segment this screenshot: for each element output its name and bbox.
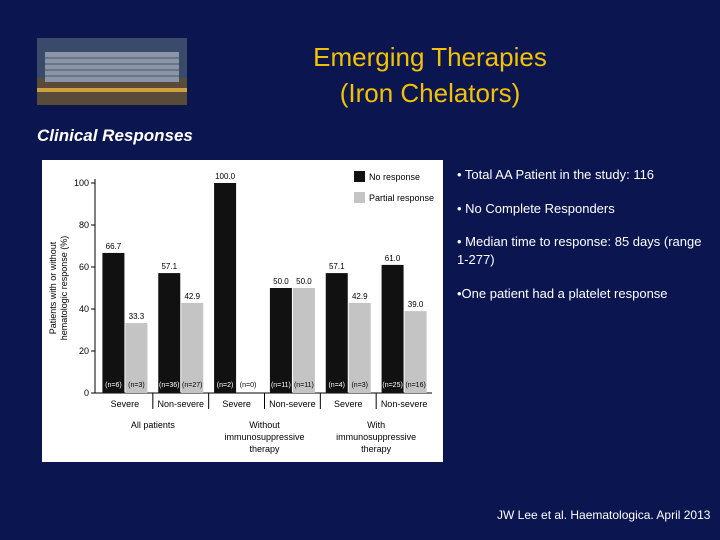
x-tick-label: Non-severe — [381, 399, 428, 409]
bar — [158, 273, 181, 393]
bullet: •One patient had a platelet response — [457, 286, 668, 301]
group-label: immunosuppressive — [224, 432, 304, 442]
legend-label: No response — [369, 172, 420, 182]
value-label: 50.0 — [296, 277, 312, 286]
legend-label: Partial response — [369, 193, 434, 203]
bar — [102, 252, 125, 393]
bar — [348, 302, 371, 393]
bullet: • Total AA Patient in the study: 116 — [457, 167, 655, 182]
value-label: 42.9 — [184, 292, 200, 301]
x-tick-label: Severe — [222, 399, 251, 409]
group-label: therapy — [249, 444, 280, 454]
y-tick-label: 80 — [79, 220, 89, 230]
group-label: With — [367, 420, 385, 430]
n-label: (n=11) — [294, 382, 314, 389]
n-label: (n=2) — [217, 382, 234, 389]
bar — [214, 183, 237, 393]
bullet: • No Complete Responders — [457, 201, 615, 216]
title-line: Emerging Therapies — [313, 42, 547, 72]
value-label: 57.1 — [329, 262, 345, 271]
bar — [325, 273, 348, 393]
bar — [181, 302, 204, 393]
n-label: (n=16) — [405, 382, 425, 389]
n-label: (n=25) — [382, 382, 402, 389]
y-tick-label: 100 — [74, 178, 89, 188]
value-label: 66.7 — [106, 242, 122, 251]
bar — [269, 288, 292, 393]
bar — [292, 288, 315, 393]
y-tick-label: 0 — [84, 388, 89, 398]
group-label: All patients — [131, 420, 176, 430]
n-label: (n=3) — [351, 382, 368, 389]
bar — [125, 323, 148, 393]
chart-panel — [42, 160, 443, 462]
value-label: 50.0 — [273, 277, 289, 286]
n-label: (n=27) — [182, 382, 202, 389]
building-photo — [37, 38, 187, 105]
n-label: (n=36) — [159, 382, 179, 389]
x-tick-label: Severe — [334, 399, 363, 409]
value-label: 61.0 — [385, 254, 401, 263]
n-label: (n=6) — [105, 382, 122, 389]
group-label: Without — [249, 420, 280, 430]
value-label: 33.3 — [129, 312, 145, 321]
x-tick-label: Non-severe — [157, 399, 204, 409]
value-label: 39.0 — [408, 300, 424, 309]
n-label: (n=0) — [240, 382, 257, 389]
group-label: therapy — [361, 444, 392, 454]
y-tick-label: 40 — [79, 304, 89, 314]
y-axis-label: Patients with or without — [48, 241, 58, 334]
legend-swatch — [354, 171, 365, 182]
y-axis-label: hematologic response (%) — [59, 236, 69, 341]
bullet: • Median time to response: 85 days (rang… — [457, 234, 702, 267]
title-line: (Iron Chelators) — [339, 78, 521, 108]
value-label: 100.0 — [215, 172, 236, 181]
group-label: immunosuppressive — [336, 432, 416, 442]
n-label: (n=3) — [128, 382, 145, 389]
n-label: (n=4) — [328, 382, 345, 389]
value-label: 42.9 — [352, 292, 368, 301]
y-tick-label: 20 — [79, 346, 89, 356]
bar — [381, 264, 404, 393]
legend-swatch — [354, 192, 365, 203]
subtitle: Clinical Responses — [37, 126, 193, 145]
citation: JW Lee et al. Haematologica. April 2013 — [497, 508, 711, 522]
n-label: (n=11) — [271, 382, 291, 389]
x-tick-label: Non-severe — [269, 399, 316, 409]
value-label: 57.1 — [161, 262, 177, 271]
y-tick-label: 60 — [79, 262, 89, 272]
x-tick-label: Severe — [111, 399, 140, 409]
bar — [404, 311, 427, 393]
